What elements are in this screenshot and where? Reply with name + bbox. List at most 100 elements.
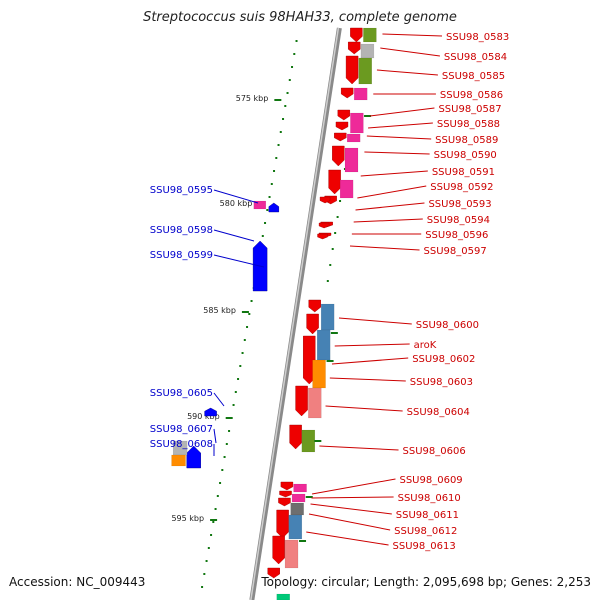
forward-gene-arrow: [186, 445, 201, 469]
right-label-connector: [355, 202, 425, 211]
right-label-connector: [376, 69, 438, 76]
cog-color-box: [358, 57, 372, 85]
track-dot: [228, 430, 231, 432]
track-dot: [336, 216, 339, 218]
gene-label-right: SSU98_0594: [427, 215, 490, 226]
gene-label-right: SSU98_0590: [434, 150, 497, 161]
left-label-connector: [213, 254, 265, 268]
track-dot: [221, 469, 224, 471]
right-label-connector: [308, 513, 391, 531]
cog-color-box: [316, 329, 331, 361]
gene-label-right: SSU98_0593: [428, 199, 491, 210]
reverse-gene-arrow: [303, 335, 316, 385]
left-label-connector: [213, 428, 217, 444]
map-title: Streptococcus suis 98HAH33, complete gen…: [143, 10, 457, 25]
cog-color-box: [276, 593, 290, 600]
reverse-gene-arrow: [279, 490, 292, 498]
right-label-connector: [306, 531, 389, 546]
cog-color-box: [312, 359, 326, 389]
track-dot: [246, 326, 249, 328]
forward-gene-arrow: [268, 202, 280, 213]
track-dot: [339, 200, 342, 202]
cog-color-box: [350, 112, 364, 134]
gene-label-right: SSU98_0597: [424, 246, 487, 257]
cog-color-box: [284, 539, 299, 569]
right-label-connector: [357, 185, 427, 199]
cog-color-box: [291, 493, 306, 503]
track-dot: [212, 521, 215, 523]
track-dot: [241, 352, 244, 354]
track-dot: [207, 547, 210, 549]
cog-color-box: [253, 200, 267, 210]
forward-gene-arrow: [204, 407, 217, 417]
gene-label-right: SSU98_0606: [403, 446, 466, 457]
right-label-connector: [338, 317, 412, 325]
right-label-connector: [364, 151, 430, 155]
gene-label-right: SSU98_0613: [393, 541, 456, 552]
right-label-connector: [382, 33, 443, 37]
track-dot: [219, 482, 222, 484]
track-dot: [334, 232, 337, 234]
scale-label: 590 kbp: [187, 412, 220, 421]
gene-label-left: SSU98_0605: [150, 388, 213, 399]
track-dot: [237, 378, 240, 380]
gene-label-left: SSU98_0598: [150, 225, 213, 236]
gene-label-right: SSU98_0592: [430, 182, 493, 193]
gene-label-right: SSU98_0587: [438, 104, 501, 115]
scale-tick: [274, 99, 282, 101]
right-label-connector: [349, 245, 420, 251]
reverse-gene-arrow: [350, 27, 363, 43]
track-dot: [234, 391, 237, 393]
right-label-connector: [380, 47, 440, 57]
gene-label-left: SSU98_0595: [150, 185, 213, 196]
track-dot: [232, 404, 235, 406]
gene-label-right: SSU98_0610: [398, 493, 461, 504]
track-dot: [331, 248, 334, 250]
gene-label-right: SSU98_0611: [396, 510, 459, 521]
track-dot: [286, 92, 289, 94]
track-dot: [329, 264, 332, 266]
gene-label-left: SSU98_0607: [150, 424, 213, 435]
track-dot: [264, 222, 267, 224]
cog-color-box: [288, 514, 303, 540]
track-dot: [239, 365, 242, 367]
scale-tick: [210, 519, 218, 521]
cog-color-box: [344, 147, 359, 173]
reverse-gene-arrow: [332, 145, 345, 167]
left-label-connector: [213, 392, 225, 407]
gene-label-right: SSU98_0600: [416, 320, 479, 331]
track-dot: [250, 300, 253, 302]
right-label-connector: [310, 503, 392, 515]
cog-color-box: [293, 483, 307, 493]
track-dot: [293, 53, 296, 55]
track-dot: [205, 560, 208, 562]
reverse-gene-arrow: [319, 196, 331, 204]
track-dot: [343, 168, 346, 170]
reverse-gene-arrow: [278, 497, 291, 507]
track-dot: [225, 443, 228, 445]
cog-color-box: [346, 133, 361, 143]
reverse-gene-arrow: [272, 535, 285, 565]
track-dot: [266, 209, 269, 211]
track-dot: [270, 183, 273, 185]
track-dot: [273, 170, 276, 172]
right-label-connector: [369, 107, 435, 117]
feature-tick: [305, 496, 313, 498]
gene-label-right: SSU98_0591: [432, 167, 495, 178]
scale-label: 580 kbp: [220, 199, 253, 208]
reverse-gene-arrow: [337, 109, 351, 121]
feature-tick: [314, 440, 322, 442]
track-dot: [279, 131, 282, 133]
track-dot: [243, 339, 246, 341]
scale-label: 585 kbp: [203, 306, 236, 315]
track-dot: [214, 508, 217, 510]
right-label-connector: [334, 343, 410, 347]
right-label-connector: [329, 377, 406, 382]
track-dot: [275, 157, 278, 159]
reverse-gene-arrow: [267, 567, 280, 579]
reverse-gene-arrow: [276, 509, 289, 539]
reverse-gene-arrow: [340, 87, 354, 99]
track-dot: [203, 573, 206, 575]
feature-tick: [364, 115, 372, 117]
